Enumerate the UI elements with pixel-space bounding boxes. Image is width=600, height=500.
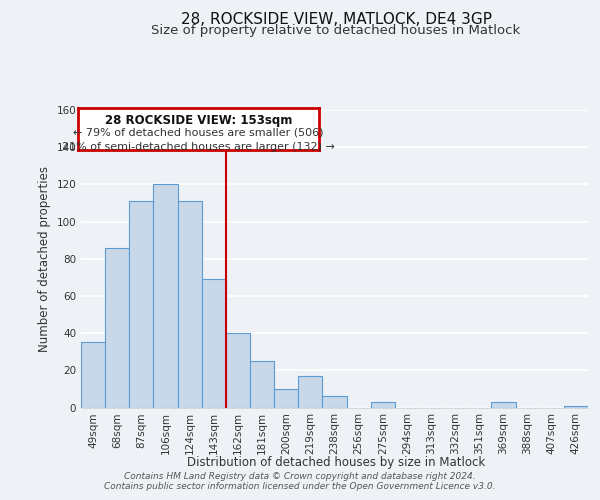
Bar [81,342,105,407]
Y-axis label: Number of detached properties: Number of detached properties [38,166,51,352]
Text: Distribution of detached houses by size in Matlock: Distribution of detached houses by size … [187,456,485,469]
Bar [154,184,178,408]
Text: Size of property relative to detached houses in Matlock: Size of property relative to detached ho… [151,24,521,37]
Text: ← 79% of detached houses are smaller (506): ← 79% of detached houses are smaller (50… [73,128,323,138]
Bar [226,333,250,407]
Bar [274,389,298,407]
Bar [202,279,226,407]
Text: Contains HM Land Registry data © Crown copyright and database right 2024.: Contains HM Land Registry data © Crown c… [124,472,476,481]
Text: 28 ROCKSIDE VIEW: 153sqm: 28 ROCKSIDE VIEW: 153sqm [105,114,292,127]
Text: 21% of semi-detached houses are larger (132) →: 21% of semi-detached houses are larger (… [62,142,335,152]
Bar [178,201,202,408]
Bar [105,248,129,408]
Bar [371,402,395,407]
Text: 28, ROCKSIDE VIEW, MATLOCK, DE4 3GP: 28, ROCKSIDE VIEW, MATLOCK, DE4 3GP [181,12,491,28]
Bar [298,376,322,408]
Text: Contains public sector information licensed under the Open Government Licence v3: Contains public sector information licen… [104,482,496,491]
Bar [564,406,588,407]
Bar [129,201,154,408]
Bar [250,361,274,408]
Bar [491,402,515,407]
Bar [322,396,347,407]
